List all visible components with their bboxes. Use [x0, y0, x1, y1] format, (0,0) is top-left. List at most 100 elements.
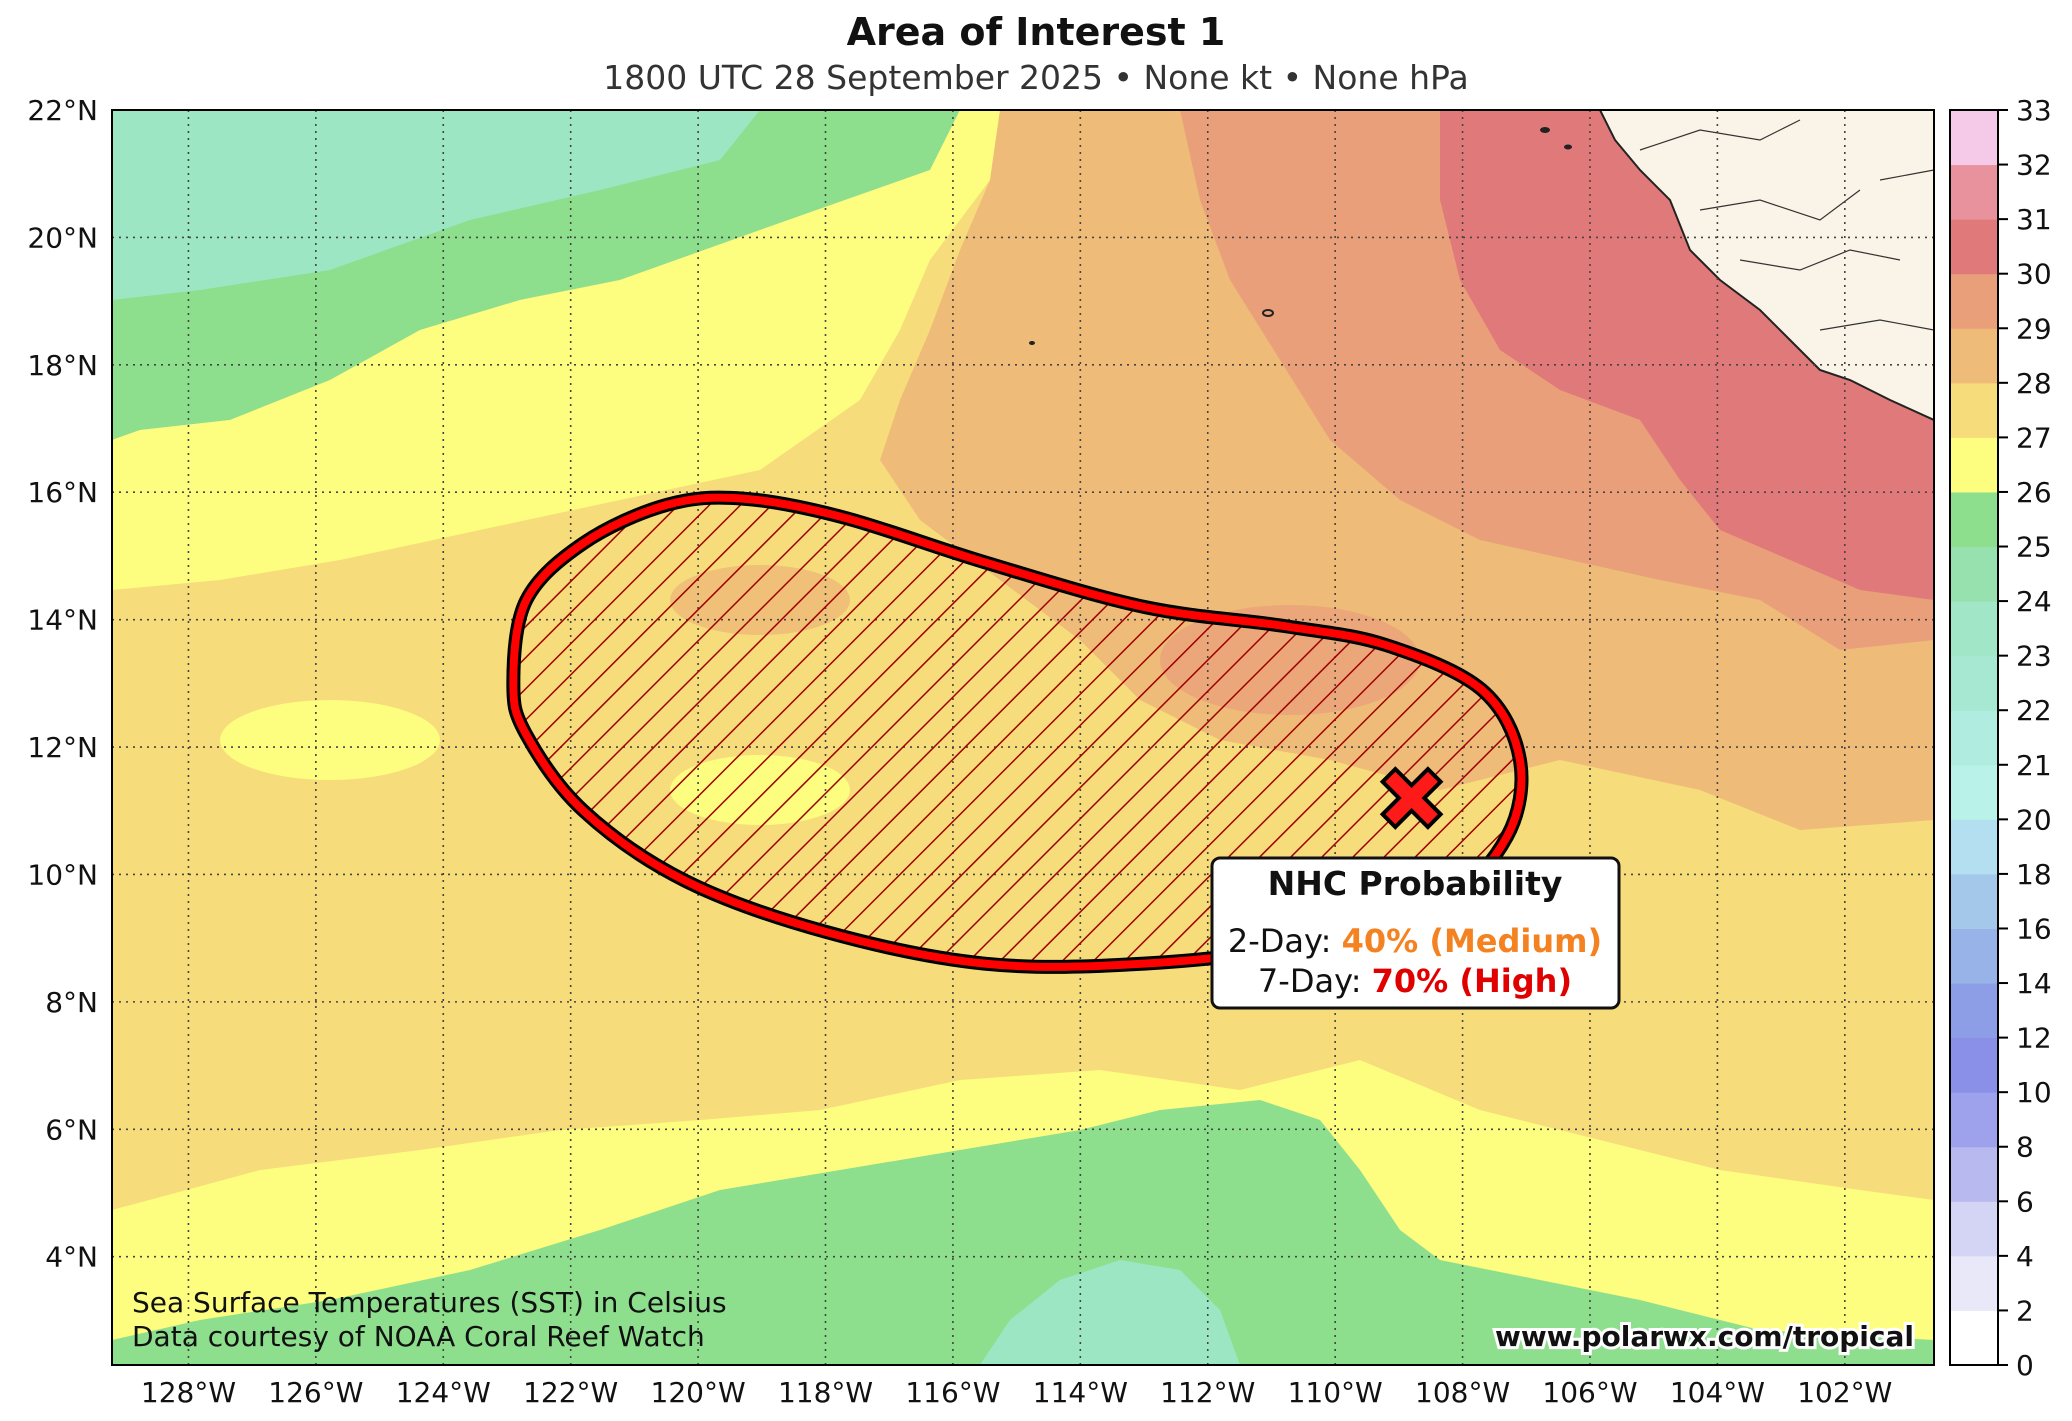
probability-heading: NHC Probability — [1268, 864, 1563, 903]
seven-day-label: 7-Day: — [1258, 962, 1372, 1000]
colorbar-swatch — [1950, 1037, 1998, 1093]
latitude-label: 18°N — [27, 349, 98, 382]
colorbar-swatch — [1950, 983, 1998, 1039]
colorbar-swatch — [1950, 655, 1998, 711]
colorbar-swatch — [1950, 710, 1998, 766]
website-credit: www.polarwx.com/tropical — [1495, 1320, 1914, 1353]
latitude-label: 10°N — [27, 858, 98, 891]
colorbar-swatch — [1950, 819, 1998, 875]
colorbar-tick-label: 33 — [2016, 94, 2052, 127]
colorbar-swatch — [1950, 491, 1998, 548]
colorbar-swatch — [1950, 1146, 1998, 1202]
colorbar-swatch — [1950, 110, 1998, 166]
colorbar-tick-label: 6 — [2016, 1185, 2034, 1218]
colorbar-tick-label: 22 — [2016, 694, 2052, 727]
latitude-label: 20°N — [27, 221, 98, 254]
longitude-label: 120°W — [651, 1376, 746, 1409]
colorbar-swatch — [1950, 928, 1998, 984]
latitude-label: 8°N — [45, 986, 98, 1019]
colorbar-swatch — [1950, 601, 1998, 657]
two-day-value: 40% (Medium) — [1342, 922, 1603, 960]
colorbar-tick-label: 18 — [2016, 858, 2052, 891]
colorbar-tick-label: 2 — [2016, 1294, 2034, 1327]
longitude-label: 106°W — [1542, 1376, 1637, 1409]
longitude-label: 116°W — [905, 1376, 1000, 1409]
colorbar-tick-label: 29 — [2016, 312, 2052, 345]
aoi-outline — [509, 493, 1526, 971]
colorbar-swatch — [1950, 546, 1998, 602]
colorbar-swatch — [1950, 873, 1998, 929]
colorbar-swatch — [1950, 219, 1998, 275]
latitude-label: 22°N — [27, 94, 98, 127]
nhc-probability-box: NHC Probability 2-Day: 40% (Medium) 7-Da… — [1210, 856, 1621, 1010]
credit-line-2: Data courtesy of NOAA Coral Reef Watch — [132, 1320, 705, 1353]
colorbar-swatch — [1950, 273, 1998, 329]
colorbar-tick-label: 27 — [2016, 421, 2052, 454]
colorbar-tick-label: 14 — [2016, 967, 2052, 1000]
colorbar-frame — [1949, 109, 1999, 1366]
latitude-label: 12°N — [27, 731, 98, 764]
map-title: Area of Interest 1 — [846, 10, 1226, 54]
sst-23-region-south — [980, 1260, 1240, 1365]
longitude-label: 102°W — [1797, 1376, 1892, 1409]
longitude-label: 124°W — [396, 1376, 491, 1409]
longitude-label: 126°W — [268, 1376, 363, 1409]
longitude-labels: 128°W 126°W 124°W 122°W 120°W 118°W 116°W 114°W… — [141, 1376, 1893, 1409]
longitude-label: 108°W — [1415, 1376, 1510, 1409]
colorbar-swatch — [1950, 164, 1998, 220]
colorbar-swatch — [1950, 1092, 1998, 1148]
colorbar-swatch — [1950, 328, 1998, 384]
colorbar-swatch — [1950, 764, 1998, 820]
sst-25-region-south — [112, 1100, 1934, 1365]
colorbar-swatch — [1950, 437, 1998, 493]
map-subtitle: 1800 UTC 28 September 2025 • None kt • N… — [603, 58, 1469, 97]
island-1 — [1540, 127, 1550, 133]
latitude-label: 16°N — [27, 476, 98, 509]
colorbar-tick-label: 32 — [2016, 149, 2052, 182]
colorbar-ticks: 0246810121416182021222324252627282930313… — [1998, 94, 2052, 1382]
two-day-label: 2-Day: — [1228, 922, 1342, 960]
colorbar-swatch — [1950, 1201, 1998, 1257]
longitude-label: 110°W — [1288, 1376, 1383, 1409]
longitude-label: 114°W — [1033, 1376, 1128, 1409]
colorbar-tick-label: 26 — [2016, 476, 2052, 509]
colorbar-tick-label: 23 — [2016, 640, 2052, 673]
aoi-center-x-marker — [1379, 766, 1444, 830]
colorbar-tick-label: 20 — [2016, 803, 2052, 836]
map-frame — [111, 109, 1935, 1366]
colorbar-tick-label: 8 — [2016, 1131, 2034, 1164]
island-4 — [1029, 341, 1035, 345]
colorbar-tick-label: 12 — [2016, 1022, 2052, 1055]
colorbar-tick-label: 10 — [2016, 1076, 2052, 1109]
seven-day-value: 70% (High) — [1372, 962, 1572, 1000]
sst-26-belt-north — [112, 110, 1000, 590]
longitude-label: 118°W — [778, 1376, 873, 1409]
colorbar-tick-label: 16 — [2016, 912, 2052, 945]
area-of-interest — [506, 490, 1529, 974]
colorbar-tick-label: 25 — [2016, 531, 2052, 564]
seven-day-line: 7-Day: 70% (High) — [1258, 962, 1572, 1000]
longitude-label: 128°W — [141, 1376, 236, 1409]
colorbar-tick-label: 31 — [2016, 203, 2052, 236]
colorbar-swatch — [1950, 1255, 1998, 1311]
colorbar-swatch — [1950, 382, 1998, 438]
longitude-label: 104°W — [1670, 1376, 1765, 1409]
latitude-label: 14°N — [27, 604, 98, 637]
sst-23-region-northwest — [112, 110, 760, 300]
latitude-labels: 4°N 6°N 8°N 10°N 12°N 14°N 16°N 18°N 20°N 22°N — [27, 94, 98, 1274]
credit-line-1: Sea Surface Temperatures (SST) in Celsiu… — [132, 1286, 727, 1319]
latitude-label: 4°N — [45, 1241, 98, 1274]
state-borders — [1639, 119, 1934, 331]
longitude-label: 112°W — [1160, 1376, 1255, 1409]
colorbar-swatches — [1950, 110, 1998, 1366]
colorbar-tick-label: 21 — [2016, 749, 2052, 782]
colorbar-swatch — [1950, 1310, 1998, 1366]
colorbar-tick-label: 30 — [2016, 258, 2052, 291]
island-3 — [1262, 309, 1274, 317]
latitude-label: 6°N — [45, 1113, 98, 1146]
colorbar-tick-label: 24 — [2016, 585, 2052, 618]
colorbar-tick-label: 4 — [2016, 1240, 2034, 1273]
sst-26-patch-west — [220, 700, 440, 780]
